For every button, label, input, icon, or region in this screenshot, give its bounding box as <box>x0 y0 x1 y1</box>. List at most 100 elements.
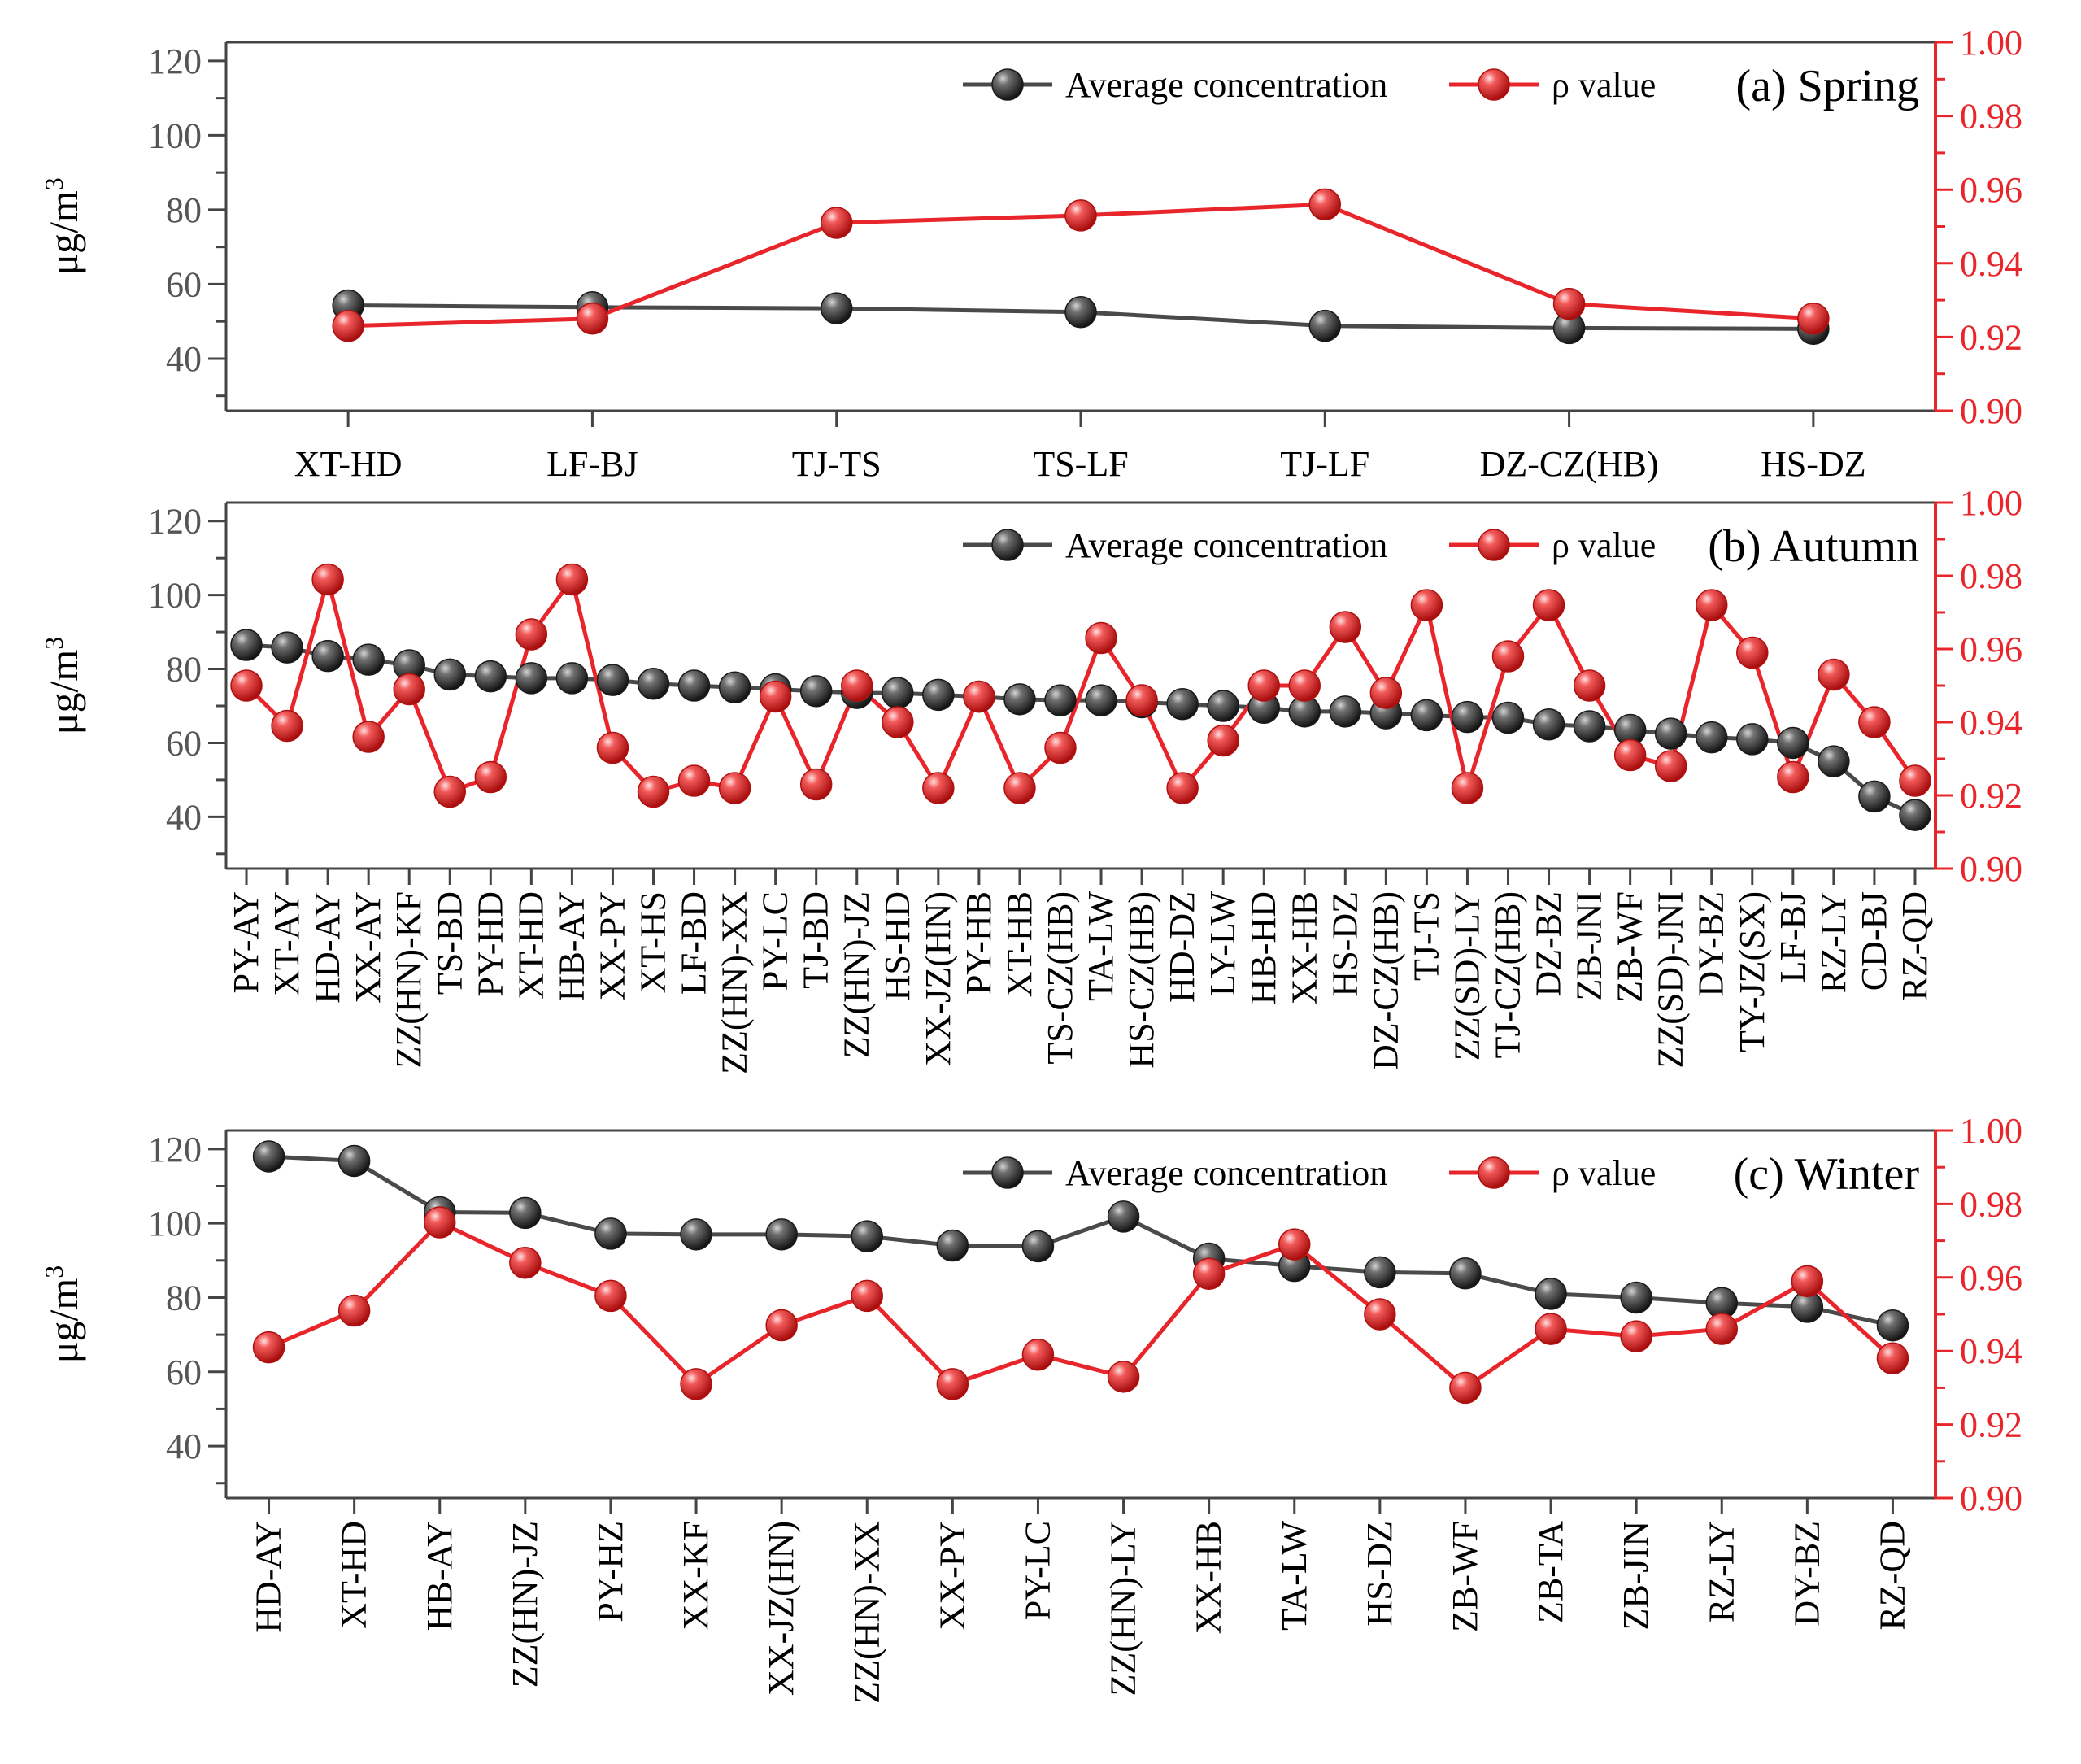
legend: Average concentration ρ value <box>963 1153 1656 1193</box>
left-tick-label: 80 <box>166 1278 202 1318</box>
rho-value-point <box>840 669 873 702</box>
rho-value-point <box>1858 706 1891 738</box>
average-concentration-point <box>596 664 629 696</box>
rho-value-point <box>271 709 303 743</box>
category-label: XT-HS <box>633 891 673 994</box>
average-concentration-point <box>936 1229 969 1262</box>
average-concentration-point <box>765 1218 798 1251</box>
average-concentration-point <box>1818 745 1850 777</box>
average-concentration-point <box>515 662 548 695</box>
category-label: TS-BD <box>429 891 469 995</box>
rho-value-point <box>311 563 344 596</box>
right-tick-label: 0.90 <box>1960 1479 2022 1518</box>
category-label: PY-HD <box>470 891 510 997</box>
average-concentration-point <box>271 631 303 664</box>
left-tick-label: 120 <box>148 41 202 81</box>
rho-value-point <box>820 207 853 239</box>
average-concentration-point <box>1899 799 1931 831</box>
category-label: CD-BJ <box>1854 891 1894 991</box>
rho-value-point <box>1491 640 1525 673</box>
category-label: TJ-BD <box>796 891 836 989</box>
left-tick-label: 60 <box>166 723 202 763</box>
category-label: HS-CZ(HB) <box>1121 891 1161 1069</box>
rho-value-point <box>1876 1342 1909 1374</box>
average-concentration-point <box>1044 684 1077 716</box>
average-concentration-point <box>1410 699 1443 732</box>
rho-value-point <box>963 680 995 713</box>
category-label: HB-AY <box>551 891 591 1001</box>
right-tick-label: 0.90 <box>1960 849 2022 889</box>
category-label: ZB-WF <box>1610 891 1650 1003</box>
right-tick-label: 0.92 <box>1960 317 2022 357</box>
average-concentration-point <box>1207 690 1239 722</box>
rho-value-point <box>1085 621 1117 655</box>
average-concentration-point <box>718 671 751 704</box>
category-label: PY-LC <box>1017 1521 1057 1620</box>
legend: Average concentration ρ value <box>963 65 1656 105</box>
rho-value-point <box>1818 658 1850 691</box>
average-concentration-point <box>1308 309 1342 342</box>
right-tick-label: 0.94 <box>1960 1331 2022 1371</box>
rho-value-point <box>1021 1338 1055 1371</box>
category-label: XX-PY <box>932 1521 972 1630</box>
rho-value-point <box>1705 1313 1738 1345</box>
rho-value-point <box>1695 589 1728 621</box>
category-label: TY-JZ(SX) <box>1732 891 1772 1052</box>
rho-value-point <box>1207 724 1239 757</box>
category-label: LY-LW <box>1203 891 1243 997</box>
rho-value-point <box>252 1331 285 1364</box>
category-label: ZZ(HN)-XX <box>715 891 755 1074</box>
average-concentration-point <box>1777 726 1809 760</box>
average-concentration-point <box>352 643 385 676</box>
legend-rho-marker <box>1478 529 1510 561</box>
category-label: HD-DZ <box>1162 891 1202 1003</box>
category-label: XX-JZ(HN) <box>761 1521 801 1696</box>
average-concentration-point <box>1166 687 1199 721</box>
rho-value-point <box>474 760 507 794</box>
rho-value-point <box>509 1246 542 1279</box>
rho-value-point <box>799 768 833 801</box>
y-axis-label: μg/m3 <box>39 1265 86 1364</box>
category-label: PY-LC <box>755 891 795 991</box>
category-label: HB-HD <box>1243 891 1283 1004</box>
average-concentration-point <box>594 1217 627 1250</box>
left-tick-label: 40 <box>166 797 202 837</box>
category-label: ZB-TA <box>1530 1521 1570 1623</box>
category-label: RZ-LY <box>1701 1521 1741 1622</box>
average-concentration-point <box>1003 683 1036 716</box>
average-concentration-point <box>252 1140 285 1173</box>
right-tick-label: 0.94 <box>1960 244 2022 284</box>
rho-value-point <box>1107 1361 1140 1393</box>
average-concentration-point <box>1329 695 1362 728</box>
category-label: ZZ(HN)-KF <box>389 891 429 1069</box>
left-tick-label: 120 <box>148 1130 202 1169</box>
average-concentration-point <box>1654 717 1687 750</box>
rho-value-point <box>594 1279 627 1313</box>
legend-rho-marker <box>1478 68 1510 101</box>
category-label: ZZ(HN)-JZ <box>505 1521 545 1688</box>
rho-value-point <box>1899 764 1931 797</box>
category-label: HD-AY <box>249 1521 289 1633</box>
spring-panel: 40 60 80 100 120 0.90 0.92 0.94 0.96 0.98 1.00 μg/m… <box>39 23 2022 484</box>
rho-value-point <box>1044 731 1077 764</box>
average-concentration-point <box>555 662 589 695</box>
average-concentration-point <box>1064 295 1097 329</box>
category-label: DY-BZ <box>1787 1521 1826 1627</box>
rho-value-point <box>433 775 467 808</box>
panel-title: (a) Spring <box>1735 61 1919 111</box>
average-concentration-point <box>851 1220 883 1252</box>
panel-title: (c) Winter <box>1734 1149 1920 1200</box>
rho-value-point <box>1449 1371 1482 1405</box>
category-label: RZ-LY <box>1813 891 1853 993</box>
legend-average-marker <box>991 1156 1024 1189</box>
y-axis-label: μg/m3 <box>39 177 86 276</box>
rho-value-point <box>1451 772 1484 804</box>
winter-panel: 40 60 80 100 120 0.90 0.92 0.94 0.96 0.98 1.00 μg/m… <box>39 1111 2022 1704</box>
rho-value-point <box>393 673 425 706</box>
legend-average-label: Average concentration <box>1065 525 1387 565</box>
category-label: ZZ(HN)-XX <box>847 1521 886 1704</box>
y-axis-label-exponent: 3 <box>39 1265 68 1278</box>
average-concentration-point <box>1876 1309 1909 1342</box>
category-label: ZZ(HN)-JZ <box>837 891 877 1058</box>
